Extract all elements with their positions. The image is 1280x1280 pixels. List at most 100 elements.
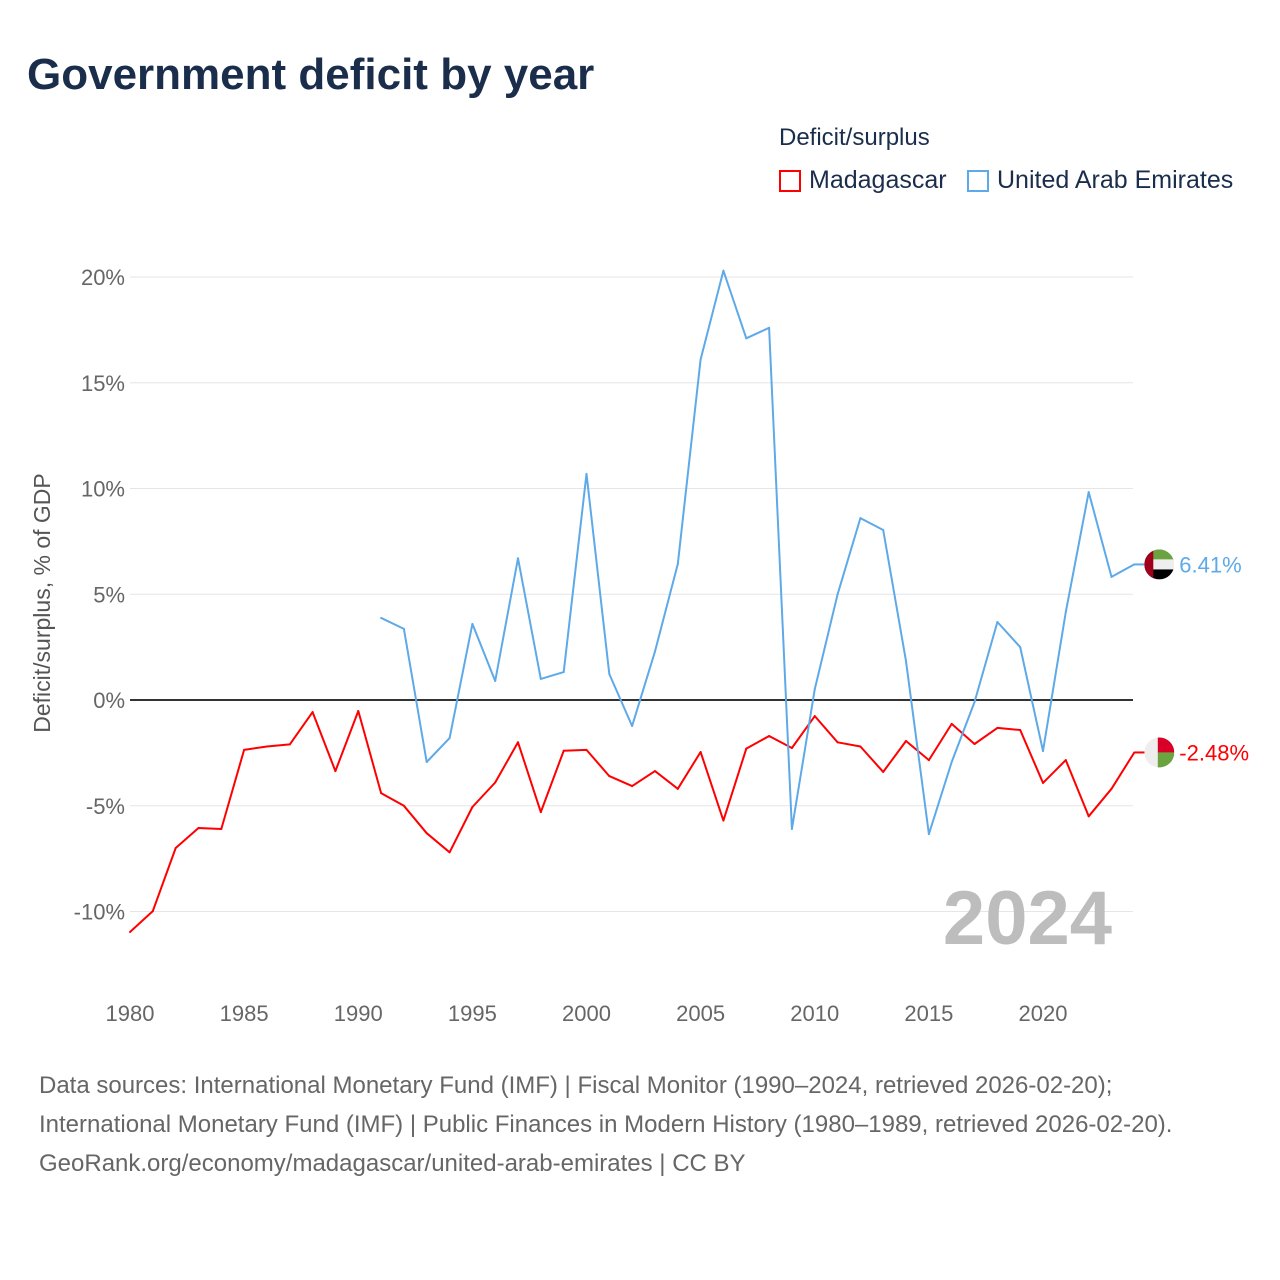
- data-point: [631, 725, 634, 728]
- data-point: [471, 806, 474, 809]
- data-point: [494, 781, 497, 784]
- line-chart: 20% 15% 10% 5% 0% -5% -10% 1980 1985 1990 1995 2000…: [29, 265, 1249, 1026]
- data-point: [174, 847, 177, 850]
- data-point: [425, 760, 428, 763]
- legend-label: United Arab Emirates: [997, 166, 1234, 194]
- data-point: [745, 747, 748, 750]
- data-point: [836, 593, 839, 596]
- data-point: [380, 616, 383, 619]
- data-point: [539, 811, 542, 814]
- y-tick-label: 0%: [93, 688, 125, 713]
- x-tick-label: 1985: [220, 1001, 269, 1026]
- data-point: [1110, 575, 1113, 578]
- data-point: [927, 759, 930, 762]
- y-axis-label: Deficit/surplus, % of GDP: [29, 473, 55, 732]
- data-point: [1064, 759, 1067, 762]
- data-point: [905, 660, 908, 663]
- data-point: [357, 709, 360, 712]
- data-point: [676, 563, 679, 566]
- data-point: [882, 528, 885, 531]
- data-point: [562, 671, 565, 674]
- legend-swatch-madagascar: [779, 169, 801, 192]
- end-value-label: 6.41%: [1179, 552, 1241, 577]
- data-point: [768, 734, 771, 737]
- data-point: [996, 620, 999, 623]
- data-point: [996, 726, 999, 729]
- legend-item-uae[interactable]: United Arab Emirates: [967, 166, 1233, 195]
- data-point: [494, 679, 497, 682]
- y-tick-label: 10%: [81, 477, 125, 502]
- data-point: [402, 804, 405, 807]
- data-point: [380, 792, 383, 795]
- data-point: [1064, 611, 1067, 614]
- data-point: [973, 742, 976, 745]
- legend-swatch-uae: [967, 169, 989, 192]
- x-tick-label: 2010: [790, 1001, 839, 1026]
- data-point: [1087, 815, 1090, 818]
- data-point: [1087, 491, 1090, 494]
- data-point: [905, 740, 908, 743]
- data-point: [1019, 729, 1022, 732]
- footer: Data sources: International Monetary Fun…: [39, 1066, 1239, 1183]
- data-point: [813, 715, 816, 718]
- data-point: [448, 737, 451, 740]
- data-point: [311, 711, 314, 714]
- data-point: [859, 745, 862, 748]
- data-point: [790, 747, 793, 750]
- data-point: [699, 751, 702, 754]
- data-point: [722, 819, 725, 822]
- data-point: [722, 269, 725, 272]
- data-point: [927, 833, 930, 836]
- data-point: [1042, 781, 1044, 784]
- data-point: [402, 627, 405, 630]
- data-point: [653, 770, 656, 773]
- credit-link[interactable]: GeoRank.org/economy/madagascar/united-ar…: [39, 1150, 746, 1177]
- data-point: [220, 828, 223, 831]
- end-value-label: -2.48%: [1179, 740, 1249, 765]
- data-point: [790, 828, 793, 831]
- data-point: [539, 677, 542, 680]
- legend-title: Deficit/surplus: [779, 124, 930, 151]
- data-point: [608, 775, 611, 778]
- data-point: [836, 741, 839, 744]
- x-tick-label: 2015: [904, 1001, 953, 1026]
- data-point: [448, 851, 451, 854]
- series-line-uae: [380, 269, 1135, 836]
- x-tick-label: 1980: [106, 1001, 155, 1026]
- legend-item-madagascar[interactable]: Madagascar: [779, 166, 947, 195]
- data-point: [882, 770, 885, 773]
- x-tick-label: 2005: [676, 1001, 725, 1026]
- year-watermark: 2024: [943, 876, 1112, 961]
- data-point: [517, 741, 520, 744]
- data-point: [699, 358, 702, 361]
- data-point: [950, 760, 953, 763]
- data-point: [562, 749, 565, 752]
- data-point: [745, 337, 748, 340]
- legend-label: Madagascar: [809, 166, 947, 194]
- data-point: [288, 743, 291, 746]
- data-point: [197, 826, 200, 829]
- y-tick-label: -10%: [74, 900, 125, 925]
- data-point: [608, 672, 611, 675]
- data-point: [517, 557, 520, 560]
- chart-title: Government deficit by year: [27, 50, 595, 99]
- data-point: [653, 650, 656, 653]
- data-point: [585, 472, 588, 475]
- data-point: [813, 688, 816, 691]
- y-tick-label: 15%: [81, 371, 125, 396]
- data-point: [151, 910, 154, 913]
- data-point: [631, 785, 634, 788]
- data-point: [334, 770, 337, 773]
- x-tick-label: 1990: [334, 1001, 383, 1026]
- data-point: [1042, 749, 1044, 752]
- data-point: [471, 622, 474, 625]
- y-tick-label: -5%: [86, 794, 125, 819]
- data-point: [973, 701, 976, 704]
- data-point: [585, 748, 588, 751]
- uae-flag-icon: [1144, 549, 1175, 580]
- data-point: [1110, 787, 1113, 790]
- data-point: [1019, 646, 1022, 649]
- data-point: [243, 748, 246, 751]
- x-tick-label: 2020: [1019, 1001, 1068, 1026]
- data-point: [768, 326, 771, 329]
